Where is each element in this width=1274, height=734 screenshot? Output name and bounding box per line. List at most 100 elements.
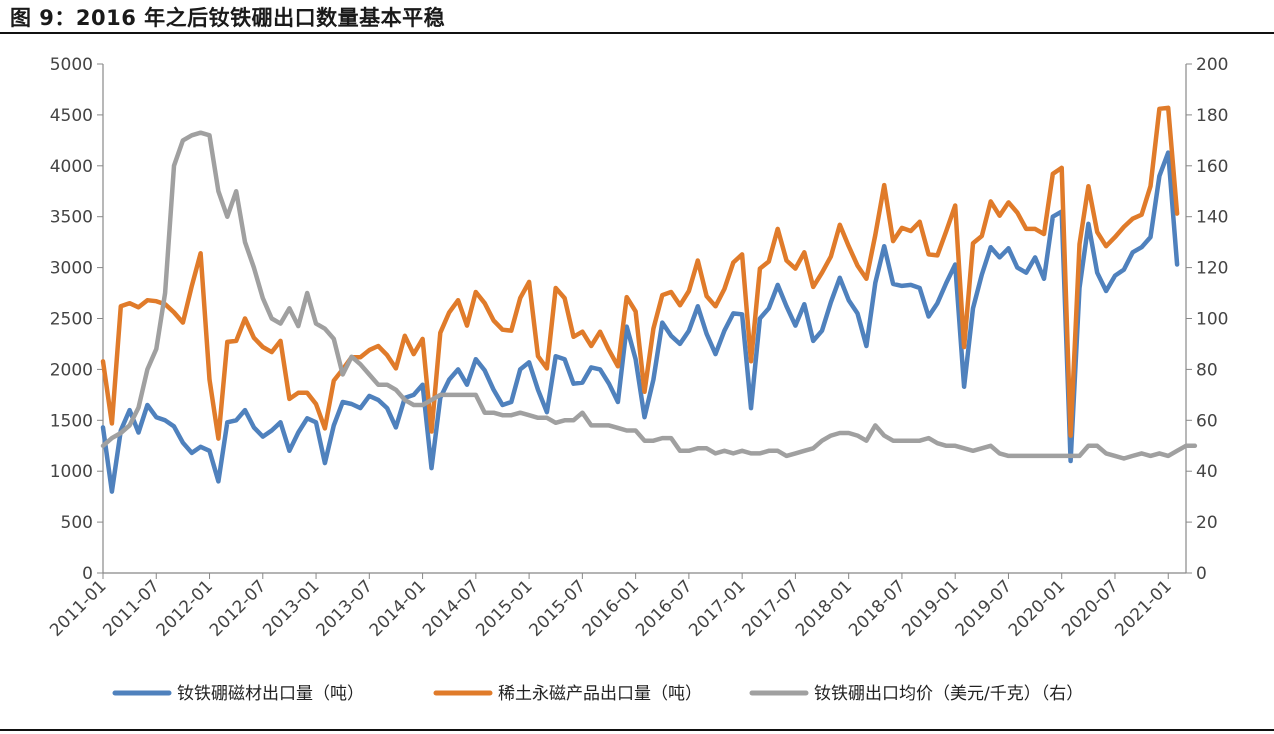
data-point: [786, 260, 787, 261]
data-point: [288, 307, 290, 309]
data-point: [839, 432, 841, 434]
data-point: [573, 336, 574, 338]
data-point: [644, 440, 645, 442]
left-y-tick-label: 2000: [50, 360, 93, 380]
data-point: [821, 440, 823, 442]
data-point: [1132, 218, 1134, 220]
data-point: [431, 467, 432, 469]
left-y-tick-label: 4500: [50, 106, 93, 126]
data-point: [475, 358, 477, 360]
data-point: [262, 436, 264, 438]
data-point: [635, 430, 637, 431]
right-y-tick-label: 180: [1196, 106, 1228, 126]
data-point: [581, 331, 583, 333]
data-point: [404, 399, 406, 401]
data-point: [706, 295, 708, 297]
data-point: [1123, 226, 1125, 228]
data-point: [1070, 435, 1072, 437]
data-point: [1132, 251, 1134, 253]
data-point: [697, 305, 699, 307]
data-point: [1167, 152, 1169, 154]
data-point: [723, 288, 725, 290]
data-point: [1043, 233, 1045, 235]
series-points-3: [102, 132, 1196, 459]
data-point: [954, 264, 956, 265]
data-point: [741, 313, 743, 315]
x-tick-label: 2016-01: [579, 576, 643, 640]
data-point: [555, 355, 557, 357]
data-point: [768, 307, 770, 309]
data-point: [928, 253, 930, 255]
data-point: [439, 397, 441, 399]
x-tick-label: 2012-07: [206, 576, 270, 640]
data-point: [138, 432, 139, 433]
data-point: [732, 262, 734, 263]
data-point: [1016, 455, 1018, 457]
data-point: [422, 404, 424, 406]
data-point: [661, 294, 663, 296]
data-point: [120, 305, 122, 307]
legend-label-2: 稀土永磁产品出口量（吨）: [498, 684, 702, 704]
data-point: [670, 437, 672, 439]
data-point: [386, 354, 388, 356]
data-point: [324, 328, 326, 330]
data-point: [342, 401, 344, 403]
data-point: [652, 379, 654, 381]
data-point: [342, 374, 344, 375]
left-y-tick-label: 4000: [50, 157, 93, 177]
x-tick-label: 2015-01: [472, 576, 536, 640]
data-point: [528, 414, 530, 416]
data-point: [484, 412, 486, 414]
data-point: [777, 228, 779, 230]
data-point: [564, 419, 566, 421]
data-point: [981, 235, 983, 237]
data-point: [661, 322, 663, 324]
data-point: [1052, 173, 1054, 175]
data-point: [750, 452, 752, 454]
data-point: [448, 311, 450, 313]
data-point: [794, 452, 796, 454]
data-point: [209, 134, 210, 136]
data-point: [1043, 455, 1045, 457]
data-point: [883, 435, 885, 437]
data-point: [315, 403, 317, 405]
series-points-1: [102, 152, 1178, 493]
data-point: [706, 447, 708, 449]
data-point: [999, 256, 1001, 258]
data-point: [812, 447, 814, 449]
data-point: [617, 401, 619, 403]
data-point: [670, 335, 672, 337]
data-point: [395, 367, 397, 369]
x-tick-label: 2013-01: [259, 576, 323, 640]
data-point: [1105, 290, 1107, 292]
data-point: [981, 274, 983, 276]
bottom-rule: [0, 729, 1274, 731]
data-point: [581, 412, 583, 414]
data-point: [910, 284, 912, 286]
data-point: [1025, 228, 1027, 230]
data-point: [182, 322, 184, 324]
data-point: [626, 326, 628, 328]
left-y-tick-label: 500: [61, 513, 93, 533]
x-tick-label: 2013-07: [312, 576, 376, 640]
data-point: [359, 407, 361, 409]
data-point: [1105, 452, 1107, 454]
data-point: [1176, 264, 1178, 265]
data-point: [564, 358, 566, 360]
data-point: [590, 345, 592, 347]
data-point: [910, 230, 912, 232]
data-point: [493, 320, 495, 321]
data-point: [288, 398, 290, 400]
right-y-tick-label: 80: [1196, 360, 1218, 380]
data-point: [537, 389, 539, 391]
data-point: [972, 307, 974, 309]
data-point: [803, 450, 805, 452]
data-point: [422, 338, 424, 340]
data-point: [777, 450, 779, 452]
right-y-tick-label: 100: [1196, 310, 1228, 330]
data-point: [590, 366, 592, 368]
data-point: [200, 252, 202, 254]
data-point: [173, 165, 175, 167]
data-point: [271, 430, 273, 431]
